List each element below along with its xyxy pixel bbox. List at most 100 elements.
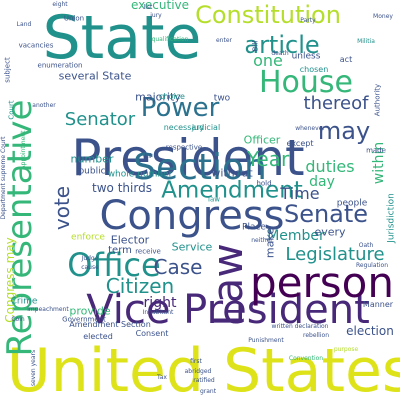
word-may: may bbox=[317, 117, 371, 145]
word-case: Case bbox=[153, 255, 203, 279]
word-power: Power bbox=[140, 93, 220, 123]
word-party: Party bbox=[300, 17, 316, 24]
word-land: Land bbox=[16, 21, 32, 28]
word-every: every bbox=[314, 225, 346, 239]
word-right: right bbox=[143, 295, 177, 311]
word-seven-years: seven years bbox=[30, 349, 37, 387]
word-made: made bbox=[366, 146, 386, 155]
word-two-thirds: two thirds bbox=[92, 181, 152, 195]
word-provide: provide bbox=[69, 304, 111, 318]
word-vacancies: vacancies bbox=[18, 41, 54, 50]
word-state: State bbox=[42, 3, 202, 73]
word-whole-number: whole number bbox=[107, 169, 173, 180]
word-another: another bbox=[32, 102, 56, 109]
word-president: President bbox=[71, 129, 305, 187]
word-impeachment: impeachment bbox=[27, 306, 69, 313]
word-senator: Senator bbox=[64, 109, 136, 130]
word-judge: Judge bbox=[81, 255, 99, 262]
word-united-states: United States bbox=[6, 336, 400, 400]
word-authority: Authority bbox=[373, 83, 382, 117]
word-enforce: enforce bbox=[71, 232, 105, 243]
word-amendment: Amendment bbox=[161, 177, 303, 204]
word-bill: Bill bbox=[251, 40, 260, 52]
word-thereof: thereof bbox=[303, 93, 369, 114]
word-two: two bbox=[213, 93, 231, 104]
word-amendment-section: Amendment Section bbox=[69, 320, 151, 329]
word-neither: neither bbox=[251, 237, 273, 244]
word-punishment: Punishment bbox=[248, 337, 284, 344]
word-without: without bbox=[211, 166, 253, 180]
word-vice-president: Vice President bbox=[86, 287, 370, 333]
word-oath: Oath bbox=[358, 242, 374, 249]
word-congress: Congress bbox=[99, 193, 285, 239]
word-qualification: qualification bbox=[151, 36, 189, 43]
word-year: Year bbox=[246, 147, 290, 171]
word-inhabitant: Inhabitant bbox=[142, 309, 174, 316]
word-receive: receive bbox=[135, 247, 161, 256]
word-except: except bbox=[286, 139, 314, 148]
word-article: article bbox=[244, 31, 320, 59]
word-fill: fill bbox=[144, 153, 152, 160]
word-elector: Elector bbox=[110, 233, 150, 247]
word-ratified: ratified bbox=[193, 377, 215, 384]
word-chosen: chosen bbox=[299, 65, 329, 74]
word-appointment: Appointment bbox=[20, 130, 27, 170]
word-crime: Crime bbox=[10, 296, 38, 307]
word-respective: respective bbox=[165, 143, 203, 152]
word-rebellion: rebellion bbox=[302, 332, 330, 339]
word-choice: choice bbox=[159, 92, 185, 101]
word-day: day bbox=[309, 174, 335, 190]
word-written-declaration: written declaration bbox=[271, 323, 329, 330]
word-convention: Convention bbox=[288, 355, 324, 362]
word-time: Time bbox=[280, 184, 320, 203]
word-person: person bbox=[250, 258, 394, 307]
word-office: Office bbox=[67, 246, 161, 284]
word-eight: eight bbox=[52, 1, 68, 8]
word-manner: Manner bbox=[362, 300, 394, 309]
word-death: death bbox=[271, 50, 289, 57]
word-house: House bbox=[258, 65, 354, 100]
word-judicial: judicial bbox=[191, 123, 221, 132]
word-government: Government bbox=[62, 315, 106, 324]
word-militia: Militia bbox=[357, 38, 375, 45]
word-executive: executive bbox=[130, 0, 190, 12]
word-purpose: purpose bbox=[333, 346, 359, 353]
word-first: first bbox=[190, 358, 202, 365]
word-constitution: Constitution bbox=[195, 1, 341, 29]
word-section: Section bbox=[133, 147, 267, 188]
word-people: people bbox=[336, 198, 368, 209]
word-duties: duties bbox=[305, 157, 355, 176]
word-whenever: whenever bbox=[295, 125, 325, 132]
word-law: Law bbox=[203, 243, 252, 327]
word-coin: Coin bbox=[11, 316, 25, 323]
word-law-small: law bbox=[208, 195, 220, 204]
word-place: Place bbox=[242, 222, 266, 233]
word-citizen: Citizen bbox=[105, 274, 175, 298]
word-unless: unless bbox=[291, 51, 321, 62]
word-election: election bbox=[346, 324, 394, 338]
word-number: number bbox=[70, 152, 114, 166]
word-union: Union bbox=[63, 14, 85, 23]
word-several-state: several State bbox=[58, 69, 132, 83]
word-regulation: Regulation bbox=[355, 262, 389, 269]
word-consent: Consent bbox=[135, 329, 169, 338]
word-hold: hold bbox=[256, 179, 272, 188]
word-act: act bbox=[339, 55, 353, 64]
word-one: one bbox=[253, 51, 283, 70]
word-abridged: abridged bbox=[184, 368, 212, 375]
word-subject: subject bbox=[3, 57, 12, 83]
word-term: term bbox=[108, 245, 132, 256]
word-court: Court bbox=[7, 100, 16, 120]
word-service: Service bbox=[171, 240, 213, 254]
word-necessary: necessary bbox=[163, 123, 205, 132]
word-elected: elected bbox=[83, 332, 113, 341]
word-grant: grant bbox=[199, 388, 217, 395]
word-member: Member bbox=[267, 228, 325, 244]
word-enumeration: enumeration bbox=[37, 61, 83, 70]
word-tax: Tax bbox=[157, 374, 167, 381]
word-money: Money bbox=[373, 13, 393, 20]
word-jury: jury bbox=[150, 12, 162, 19]
word-public: public bbox=[78, 166, 106, 177]
word-congress-may: Congress may bbox=[3, 237, 17, 323]
